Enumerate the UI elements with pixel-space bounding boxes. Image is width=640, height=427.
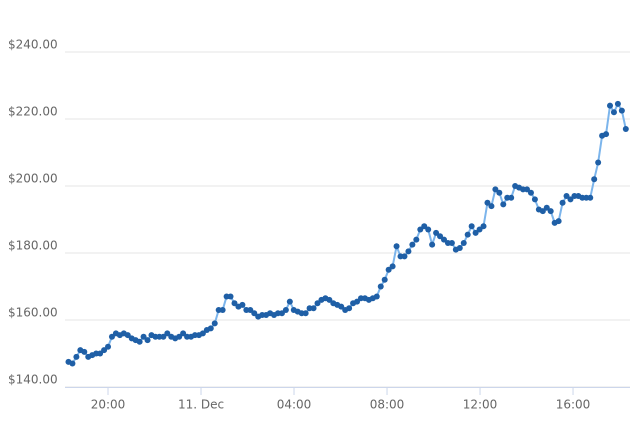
point [310,305,317,312]
point [401,253,408,260]
point [164,330,171,337]
point [346,305,353,312]
point [531,196,538,203]
point [539,208,546,215]
point [373,293,380,300]
point [247,306,254,313]
y-tick-label: $200.00 [8,172,58,186]
point [97,350,104,357]
point [413,236,420,243]
point [476,226,483,233]
point [105,343,112,350]
point [381,276,388,283]
point [302,310,309,317]
point [595,159,602,166]
point [278,310,285,317]
point [282,306,289,313]
point [484,199,491,206]
point [563,193,570,200]
point [559,199,566,206]
point [377,283,384,290]
point [421,223,428,230]
point [614,100,621,107]
point [227,293,234,300]
point [385,266,392,273]
point [468,223,475,230]
x-tick-label: 11. Dec [178,398,224,412]
point [286,298,293,305]
point [338,303,345,310]
point [607,102,614,109]
y-tick-label: $220.00 [8,105,58,119]
point [108,333,115,340]
x-tick-label: 20:00 [91,398,126,412]
point [437,233,444,240]
point [523,186,530,193]
point [496,189,503,196]
point [69,360,76,367]
point [591,176,598,183]
point [456,244,463,251]
point [464,231,471,238]
y-tick-label: $140.00 [8,373,58,387]
point [508,194,515,201]
y-tick-label: $160.00 [8,306,58,320]
point [587,194,594,201]
x-tick-label: 12:00 [463,398,498,412]
point [211,320,218,327]
point [488,203,495,210]
point [239,301,246,308]
point [231,300,238,307]
point [160,333,167,340]
point [603,131,610,138]
point [448,239,455,246]
point [101,347,108,354]
point [622,126,629,133]
point [409,241,416,248]
point [460,239,467,246]
point [618,107,625,114]
point [425,226,432,233]
point [547,208,554,215]
y-tick-label: $180.00 [8,239,58,253]
point [389,263,396,270]
point [140,333,147,340]
point [567,196,574,203]
y-tick-label: $240.00 [8,38,58,52]
point [251,310,258,317]
point [492,186,499,193]
point [144,337,151,344]
point [610,109,617,116]
point [176,333,183,340]
point [354,298,361,305]
point [180,330,187,337]
point [433,229,440,236]
point [405,248,412,255]
point [417,226,424,233]
point [440,236,447,243]
point [73,353,80,360]
point [136,338,143,345]
point [527,189,534,196]
price-line [68,101,627,365]
point [472,229,479,236]
x-tick-label: 08:00 [370,398,405,412]
x-tick-label: 16:00 [556,398,591,412]
point [207,325,214,332]
point [81,348,88,355]
point [393,243,400,250]
x-tick-label: 04:00 [277,398,312,412]
point [314,300,321,307]
point [326,296,333,303]
point [199,330,206,337]
point [124,332,131,339]
point [480,223,487,230]
point [429,241,436,248]
point [500,201,507,208]
point [219,306,226,313]
point [555,218,562,225]
point [543,204,550,211]
